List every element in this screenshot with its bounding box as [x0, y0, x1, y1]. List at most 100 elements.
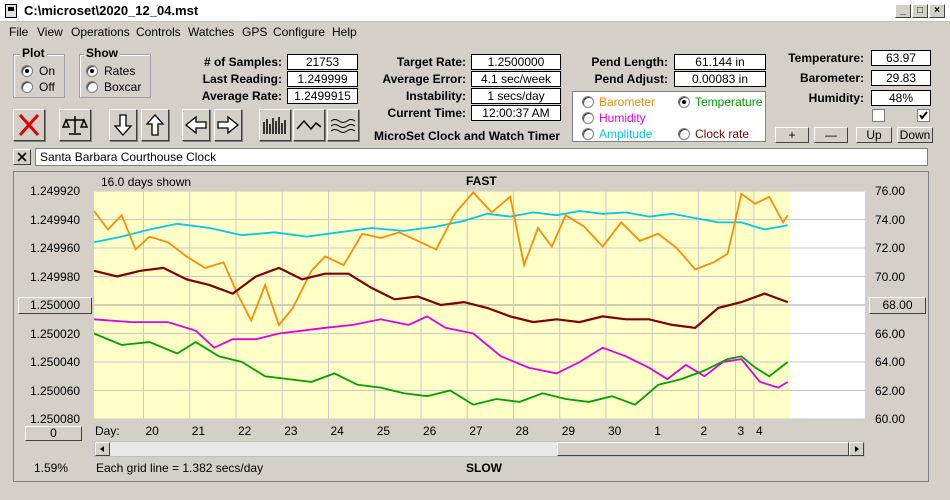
left-tick-label: 1.249920 — [30, 184, 81, 198]
temperature-value: 63.97 — [871, 50, 931, 66]
move-left-button[interactable] — [182, 109, 210, 141]
move-down-button[interactable] — [109, 109, 137, 141]
menu-file[interactable]: File — [9, 25, 29, 39]
show-group-title: Show — [84, 46, 120, 60]
env-checkbox-left[interactable] — [872, 109, 885, 122]
scroll-left-arrow-icon[interactable] — [95, 442, 110, 456]
series-line-barometer — [94, 191, 789, 327]
left-tick-label: 1.250020 — [30, 326, 81, 341]
barometer-option-label: Barometer — [599, 95, 656, 109]
clock-name-field[interactable]: Santa Barbara Courthouse Clock — [35, 148, 928, 166]
menu-view[interactable]: View — [37, 25, 63, 39]
pend-adjust-label: Pend Adjust: — [594, 72, 668, 86]
temperature-radio[interactable] — [678, 96, 690, 108]
offset-zero-button[interactable]: 0 — [25, 426, 82, 441]
left-tick-label: 1.249960 — [30, 241, 81, 255]
last-reading-value: 1.249999 — [287, 71, 358, 87]
bar-view-button[interactable] — [259, 109, 291, 141]
plot-frame — [13, 171, 929, 482]
title-bar: C:\microset\2020_12_04.mst _ □ × — [0, 0, 950, 22]
arrow-down-icon — [113, 114, 133, 136]
average-rate-label: Average Rate: — [201, 89, 282, 103]
env-checkbox-right[interactable] — [917, 109, 930, 122]
right-tick-label: 70.00 — [875, 269, 906, 284]
plot-on-radio[interactable] — [21, 65, 33, 77]
wave-view-button[interactable] — [327, 109, 359, 141]
show-rates-radio[interactable] — [86, 65, 98, 77]
barometer-label: Barometer: — [799, 71, 864, 85]
series-line-clock-rate — [94, 266, 789, 329]
scroll-thumb[interactable] — [557, 442, 849, 456]
show-boxcar-radio[interactable] — [86, 81, 98, 93]
days-shown-label: 16.0 days shown — [101, 175, 192, 189]
average-rate-value: 1.2499915 — [287, 88, 358, 104]
arrow-right-icon — [217, 115, 240, 135]
humidity-option-label: Humidity — [599, 111, 646, 125]
maximize-icon[interactable]: □ — [912, 4, 928, 18]
env-minus-button[interactable]: — — [814, 127, 848, 143]
env-down-button[interactable]: Down — [897, 127, 933, 143]
env-plus-button[interactable]: + — [775, 127, 809, 143]
menu-configure[interactable]: Configure — [273, 25, 326, 39]
humidity-label: Humidity: — [808, 91, 864, 105]
average-error-value: 4.1 sec/week — [471, 71, 561, 87]
right-center-value-button[interactable]: 68.00 — [869, 297, 926, 314]
line-chart-icon — [296, 119, 322, 131]
pend-length-value: 61.144 in — [674, 54, 766, 70]
slow-label: SLOW — [466, 461, 502, 475]
env-up-button[interactable]: Up — [856, 127, 892, 143]
humidity-radio[interactable] — [582, 112, 594, 124]
move-up-button[interactable] — [141, 109, 169, 141]
series-line-humidity — [94, 315, 789, 389]
app-caption: MicroSet Clock and Watch Timer — [374, 129, 561, 143]
x-tick-label: 4 — [755, 424, 763, 438]
menu-watches[interactable]: Watches — [188, 25, 235, 39]
close-clock-button[interactable] — [13, 149, 31, 165]
right-tick-label: 74.00 — [875, 212, 906, 227]
x-tick-label: 21 — [191, 424, 206, 438]
average-error-label: Average Error: — [382, 72, 466, 86]
arrow-left-icon — [184, 115, 207, 135]
barometer-radio[interactable] — [582, 96, 594, 108]
target-rate-label: Target Rate: — [396, 55, 466, 69]
last-reading-label: Last Reading: — [202, 72, 282, 86]
close-icon — [17, 152, 27, 162]
scroll-right-arrow-icon[interactable] — [849, 442, 864, 456]
plot-group-title: Plot — [20, 46, 47, 60]
close-icon[interactable]: × — [929, 4, 945, 18]
target-rate-value: 1.2500000 — [471, 54, 561, 70]
x-tick-label: 23 — [284, 424, 298, 438]
show-rates-label: Rates — [104, 64, 136, 78]
left-tick-label: 1.250060 — [30, 383, 81, 398]
x-tick-label: 20 — [145, 424, 159, 438]
balance-button[interactable] — [59, 109, 91, 141]
plot-off-radio[interactable] — [21, 81, 33, 93]
grid-note-label: Each grid line = 1.382 secs/day — [96, 461, 264, 475]
plot-off-label: Off — [39, 80, 55, 94]
menu-help[interactable]: Help — [332, 25, 357, 39]
clock-rate-radio[interactable] — [678, 128, 690, 140]
fast-label: FAST — [466, 174, 497, 188]
menu-gps[interactable]: GPS — [242, 25, 268, 39]
rate-chart[interactable] — [94, 191, 865, 419]
line-view-button[interactable] — [293, 109, 325, 141]
stop-button[interactable] — [13, 109, 45, 141]
menu-bar: File View Operations Controls Watches GP… — [0, 22, 950, 42]
humidity-value: 48% — [871, 90, 931, 106]
amplitude-radio[interactable] — [582, 128, 594, 140]
horizontal-scrollbar[interactable] — [94, 441, 865, 457]
show-boxcar-label: Boxcar — [104, 80, 142, 94]
minimize-icon[interactable]: _ — [895, 4, 911, 18]
series-line-temperature — [94, 332, 789, 406]
menu-controls[interactable]: Controls — [136, 25, 181, 39]
x-tick-label: 24 — [330, 424, 344, 438]
menu-operations[interactable]: Operations — [71, 25, 130, 39]
move-right-button[interactable] — [214, 109, 242, 141]
clock-rate-option-label: Clock rate — [695, 127, 750, 141]
window-title: C:\microset\2020_12_04.mst — [24, 3, 199, 18]
right-tick-label: 60.00 — [875, 412, 906, 426]
temperature-label: Temperature: — [788, 51, 864, 65]
left-center-value-button[interactable]: 1.250000 — [18, 297, 92, 314]
left-tick-label: 1.249980 — [30, 269, 81, 284]
app-icon[interactable] — [5, 4, 17, 18]
